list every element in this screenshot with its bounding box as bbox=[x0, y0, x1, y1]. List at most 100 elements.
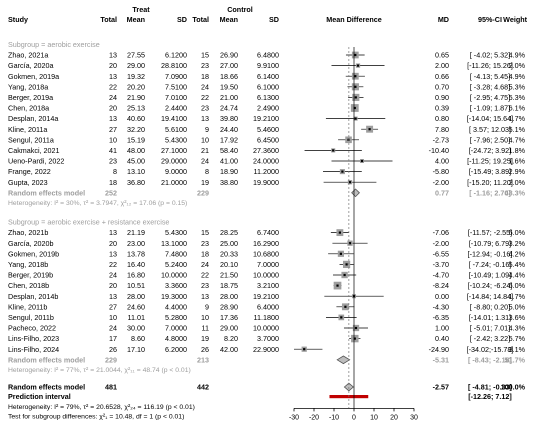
study-row-2-5-control-sd: 10.0000 bbox=[253, 271, 279, 280]
study-row-1-9-treat-mean: 15.19 bbox=[127, 135, 145, 144]
study-row-2-5-control-total: 22 bbox=[201, 271, 209, 280]
study-row-1-5-ci: [ -2.95; 4.75] bbox=[470, 93, 510, 102]
study-row-2-4-control-sd: 7.0000 bbox=[257, 260, 279, 269]
study-row-1-6-control-sd: 2.4900 bbox=[257, 104, 279, 113]
study-row-1-13-md: -2.00 bbox=[433, 178, 449, 187]
study-row-2-2-control-total: 23 bbox=[201, 239, 209, 248]
study-row-2-3-control-sd: 10.6800 bbox=[253, 249, 279, 258]
study-row-1-4-control-total: 24 bbox=[201, 82, 209, 91]
study-row-2-7-treat-sd: 19.3000 bbox=[161, 292, 187, 301]
subgroup-1-random-treat-total: 252 bbox=[105, 188, 117, 197]
subgroup-test: Test for subgroup differences: χ²₁ = 10.… bbox=[8, 413, 184, 420]
study-row-1-3-name: Gokmen, 2019a bbox=[8, 72, 59, 81]
study-row-1-10-name: Cakmakci, 2021 bbox=[8, 146, 60, 155]
study-row-1-7-weight: 1.7% bbox=[509, 114, 526, 123]
study-row-1-4-ci: [ -3.28; 4.68] bbox=[470, 82, 510, 91]
study-row-2-8-md: -4.30 bbox=[433, 302, 449, 311]
study-row-1-1-point bbox=[354, 53, 357, 57]
study-row-2-5-ci: [-10.49; 1.09] bbox=[469, 271, 511, 280]
study-row-1-12-control-total: 8 bbox=[205, 167, 209, 176]
study-row-2-11-ci: [ -2.42; 3.22] bbox=[470, 334, 510, 343]
study-row-1-3-ci: [ -4.13; 5.45] bbox=[470, 72, 510, 81]
study-row-1-10-treat-mean: 48.00 bbox=[127, 146, 145, 155]
study-row-1-10-control-total: 21 bbox=[201, 146, 209, 155]
study-row-1-6-control-mean: 24.74 bbox=[220, 104, 238, 113]
study-row-1-1-ci: [ -4.02; 5.32] bbox=[470, 51, 510, 60]
study-row-1-11-treat-total: 23 bbox=[109, 157, 117, 166]
x-axis-tick-label-4: 0 bbox=[352, 414, 356, 421]
study-row-2-1-name: Zhao, 2021b bbox=[8, 228, 48, 237]
study-row-1-10-control-sd: 27.3600 bbox=[253, 146, 279, 155]
study-row-1-7-control-sd: 19.2100 bbox=[253, 114, 279, 123]
study-row-1-3-control-mean: 18.66 bbox=[220, 72, 238, 81]
study-row-1-1-treat-mean: 27.55 bbox=[127, 51, 145, 60]
overall-random-ci: [ -4.81; -0.33] bbox=[468, 383, 512, 392]
subgroup-2-random-treat-total: 229 bbox=[105, 355, 117, 364]
study-row-2-2-name: García, 2020b bbox=[8, 239, 54, 248]
header-control-sd: SD bbox=[269, 15, 279, 24]
x-axis-tick-label-2: -20 bbox=[309, 414, 319, 421]
study-row-1-7-md: 0.80 bbox=[435, 114, 449, 123]
subgroup-2-random-label: Random effects model bbox=[8, 355, 85, 364]
study-row-2-10-point bbox=[354, 326, 358, 330]
study-row-2-6-md: -8.24 bbox=[433, 281, 449, 290]
subgroup-2-diamond bbox=[336, 355, 351, 365]
study-row-1-4-treat-total: 22 bbox=[109, 82, 117, 91]
subgroup-2-random-md: -5.31 bbox=[433, 355, 449, 364]
study-row-2-8-control-sd: 6.4000 bbox=[257, 302, 279, 311]
study-row-1-10-control-mean: 58.40 bbox=[220, 146, 238, 155]
study-row-1-3-control-sd: 6.1400 bbox=[257, 72, 279, 81]
study-row-1-3-weight: 4.9% bbox=[509, 72, 526, 81]
subgroup-label-2: Subgroup = aerobic exercise + resistance… bbox=[8, 218, 169, 227]
study-row-2-1-control-total: 15 bbox=[201, 228, 209, 237]
study-row-2-4-name: Yang, 2018b bbox=[8, 260, 48, 269]
study-row-1-5-treat-mean: 21.90 bbox=[127, 93, 145, 102]
study-row-2-6-treat-mean: 10.51 bbox=[127, 281, 145, 290]
study-row-1-9-control-sd: 6.4500 bbox=[257, 135, 279, 144]
study-row-1-9-treat-total: 10 bbox=[109, 135, 117, 144]
subgroup-1-random-control-total: 229 bbox=[197, 188, 209, 197]
study-row-1-13-control-sd: 19.9000 bbox=[253, 178, 279, 187]
study-row-1-6-treat-total: 20 bbox=[109, 104, 117, 113]
study-row-1-2-treat-sd: 28.8100 bbox=[161, 61, 187, 70]
header-weight: Weight bbox=[503, 15, 527, 24]
study-row-2-9-treat-mean: 11.01 bbox=[128, 313, 145, 322]
study-row-2-12-treat-total: 26 bbox=[109, 345, 117, 354]
study-row-1-11-point bbox=[360, 159, 364, 163]
study-row-2-5-point bbox=[343, 273, 346, 277]
study-row-1-8-name: Kline, 2011a bbox=[8, 125, 47, 134]
overall-heterogeneity: Heterogeneity: I² = 79%, τ² = 20.6528, χ… bbox=[8, 404, 195, 411]
study-row-2-11-weight: 5.7% bbox=[509, 334, 526, 343]
study-row-2-9-treat-sd: 5.2800 bbox=[165, 313, 187, 322]
study-row-1-13-control-mean: 38.80 bbox=[220, 178, 238, 187]
study-row-2-3-control-total: 18 bbox=[201, 249, 209, 258]
study-row-1-11-name: Ueno-Pardi, 2022 bbox=[8, 157, 64, 166]
study-row-1-10-ci: [-24.72; 3.92] bbox=[469, 146, 511, 155]
study-row-1-3-treat-sd: 7.0900 bbox=[165, 72, 187, 81]
study-row-2-7-ci: [-14.84; 14.84] bbox=[467, 292, 513, 301]
study-row-1-4-control-sd: 6.1000 bbox=[257, 82, 279, 91]
study-row-2-12-ci: [-34.02;-15.78] bbox=[467, 345, 514, 354]
study-row-1-5-name: Berger, 2019a bbox=[8, 93, 53, 102]
study-row-1-11-control-total: 24 bbox=[201, 157, 209, 166]
study-row-1-5-md: 0.90 bbox=[435, 93, 449, 102]
study-row-1-9-control-total: 10 bbox=[201, 135, 209, 144]
header-treat-sd: SD bbox=[177, 15, 187, 24]
header-treat-total: Total bbox=[100, 15, 117, 24]
study-row-2-9-ci: [-14.01; 1.31] bbox=[469, 313, 511, 322]
study-row-2-1-treat-sd: 5.4300 bbox=[165, 228, 187, 237]
x-axis-tick-label-5: 10 bbox=[370, 414, 378, 421]
study-row-2-11-treat-total: 17 bbox=[109, 334, 117, 343]
study-row-2-9-point bbox=[340, 316, 343, 319]
study-row-1-10-weight: 1.8% bbox=[509, 146, 526, 155]
study-row-2-4-point bbox=[345, 263, 348, 266]
study-row-1-11-weight: 1.6% bbox=[509, 157, 526, 166]
study-row-2-1-control-mean: 28.25 bbox=[220, 228, 238, 237]
study-row-2-6-control-mean: 18.75 bbox=[220, 281, 238, 290]
study-row-1-12-weight: 2.9% bbox=[509, 167, 526, 176]
study-row-2-7-control-mean: 28.00 bbox=[220, 292, 238, 301]
subgroup-label-1: Subgroup = aerobic exercise bbox=[8, 40, 100, 49]
subgroup-2-random-weight: 51.7% bbox=[505, 355, 526, 364]
study-row-1-3-md: 0.66 bbox=[435, 72, 449, 81]
study-row-2-10-treat-mean: 30.00 bbox=[127, 324, 145, 333]
